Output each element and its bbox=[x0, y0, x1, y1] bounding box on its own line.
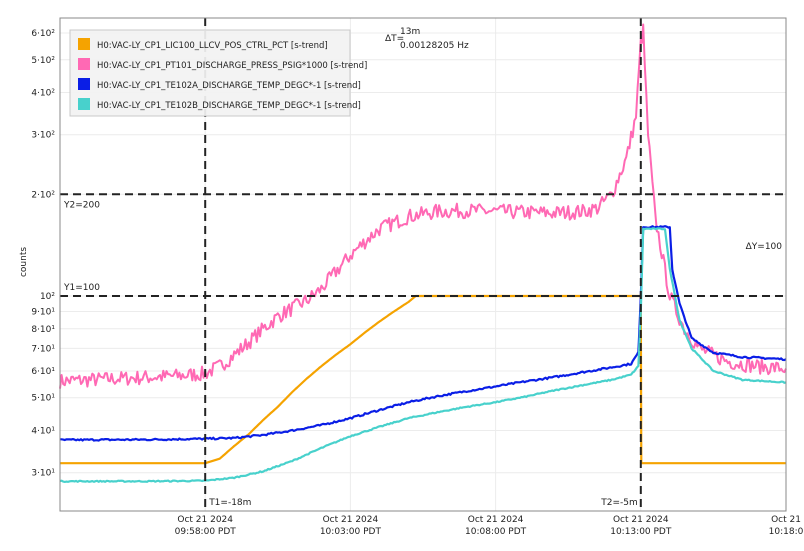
delta-t-label: ΔT= bbox=[385, 34, 404, 44]
cursor-t2-label: T2=-5m bbox=[600, 498, 638, 508]
series-line-0 bbox=[60, 294, 786, 465]
y-tick-label: 6·10² bbox=[31, 29, 55, 39]
legend-entry-0: H0:VAC-LY_CP1_LIC100_LLCV_POS_CTRL_PCT [… bbox=[97, 41, 328, 51]
plot-frame bbox=[59, 17, 787, 512]
cursor-t1-label: T1=-18m bbox=[208, 498, 251, 508]
x-tick-time: 10:08:00 PDT bbox=[465, 527, 527, 537]
y-axis-label: counts bbox=[19, 247, 29, 277]
x-tick-time: 10:18:0 bbox=[769, 527, 804, 537]
legend: H0:VAC-LY_CP1_LIC100_LLCV_POS_CTRL_PCT [… bbox=[69, 29, 367, 117]
x-tick-date: Oct 21 2024 bbox=[177, 515, 233, 525]
delta-t-value: 13m bbox=[400, 27, 420, 37]
y-tick-label: 7·10¹ bbox=[31, 344, 55, 354]
legend-entry-3: H0:VAC-LY_CP1_TE102B_DISCHARGE_TEMP_DEGC… bbox=[97, 101, 361, 111]
delta-t-frequency: 0.00128205 Hz bbox=[400, 41, 469, 51]
x-tick-time: 09:58:00 PDT bbox=[175, 527, 237, 537]
x-tick-date: Oct 21 bbox=[771, 515, 801, 525]
series-line-2 bbox=[60, 225, 787, 442]
x-tick-date: Oct 21 2024 bbox=[468, 515, 524, 525]
y-tick-label: 10² bbox=[40, 292, 55, 302]
y-tick-label: 4·10² bbox=[31, 89, 55, 99]
cursor-y2-label: Y2=200 bbox=[63, 200, 100, 210]
y-tick-label: 8·10¹ bbox=[31, 325, 55, 335]
y-tick-label: 5·10² bbox=[31, 56, 55, 66]
series-line-3 bbox=[59, 227, 787, 483]
y-axis: 3·10¹ 4·10¹ 5·10¹ 6·10¹ 7·10¹ 8·10¹ 9·10¹ 10² 2·… bbox=[31, 29, 55, 479]
y-tick-label: 6·10¹ bbox=[31, 367, 55, 377]
x-tick-date: Oct 21 2024 bbox=[323, 515, 379, 525]
legend-swatch-3 bbox=[78, 98, 90, 110]
y-tick-label: 3·10¹ bbox=[31, 469, 55, 479]
series-line-1 bbox=[59, 23, 787, 389]
legend-swatch-1 bbox=[78, 58, 90, 70]
y-tick-label: 2·10² bbox=[31, 190, 55, 200]
x-tick-time: 10:13:00 PDT bbox=[610, 527, 672, 537]
x-tick-time: 10:03:00 PDT bbox=[320, 527, 382, 537]
series-lines bbox=[59, 23, 787, 483]
legend-swatch-2 bbox=[78, 78, 90, 90]
legend-entry-1: H0:VAC-LY_CP1_PT101_DISCHARGE_PRESS_PSIG… bbox=[97, 61, 367, 71]
y-tick-label: 9·10¹ bbox=[31, 307, 55, 317]
x-tick-date: Oct 21 2024 bbox=[613, 515, 669, 525]
y-tick-label: 3·10² bbox=[31, 131, 55, 141]
cursor-labels: Y1=100 Y2=200 T1=-18m T2=-5m ΔY=100 ΔT=13m 0.0… bbox=[63, 27, 782, 508]
delta-y-label: ΔY=100 bbox=[746, 242, 783, 252]
legend-box bbox=[69, 29, 351, 117]
cursor-y1-label: Y1=100 bbox=[63, 283, 100, 293]
legend-swatch-0 bbox=[78, 38, 90, 50]
y-tick-label: 4·10¹ bbox=[31, 426, 55, 436]
legend-entry-2: H0:VAC-LY_CP1_TE102A_DISCHARGE_TEMP_DEGC… bbox=[97, 81, 361, 91]
y-tick-label: 5·10¹ bbox=[31, 394, 55, 404]
x-axis: Oct 21 2024 09:58:00 PDT Oct 21 2024 10:03:… bbox=[175, 515, 804, 537]
